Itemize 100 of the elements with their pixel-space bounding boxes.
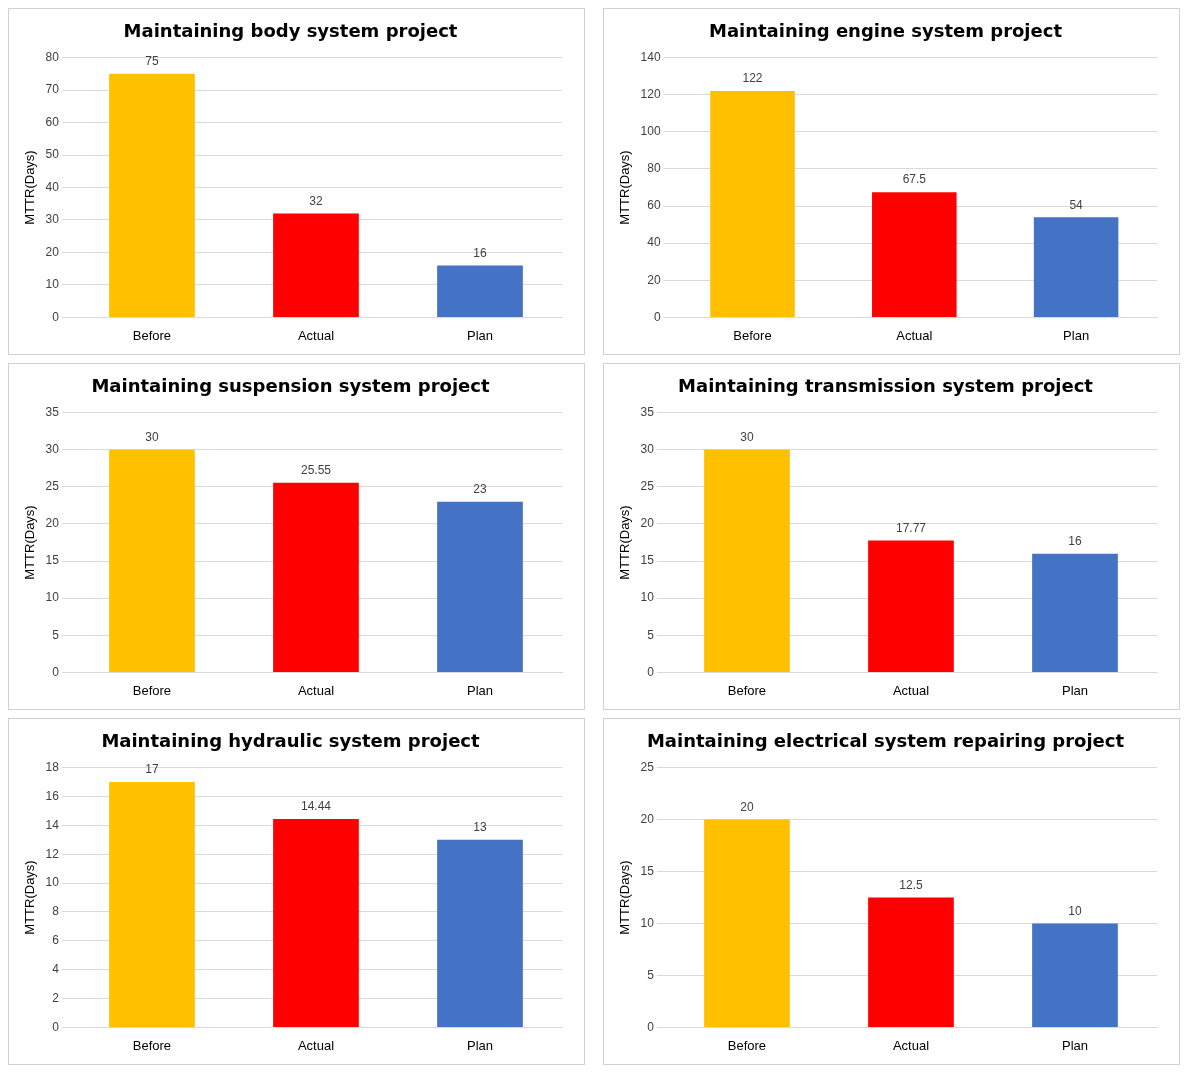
- y-tick-label: 70: [45, 82, 60, 97]
- y-tick-label: 140: [640, 49, 661, 64]
- y-tick-label: 20: [45, 244, 60, 259]
- chart-title: Maintaining electrical system repairing project: [646, 730, 1125, 752]
- y-tick-label: 4: [52, 961, 60, 976]
- x-tick-label: Actual: [892, 1037, 930, 1053]
- y-tick-label: 80: [45, 49, 60, 64]
- x-tick-label: Actual: [297, 1037, 335, 1053]
- x-tick-label: Before: [132, 327, 172, 343]
- y-tick-label: 0: [653, 309, 661, 324]
- chart-title: Maintaining suspension system project: [91, 375, 490, 397]
- data-label: 30: [740, 430, 754, 445]
- x-tick-label: Before: [727, 1037, 767, 1053]
- data-label: 32: [309, 193, 323, 208]
- y-tick-label: 0: [52, 309, 60, 324]
- y-tick-label: 8: [52, 904, 60, 919]
- y-tick-label: 16: [45, 788, 60, 803]
- y-tick-label: 14: [45, 817, 60, 832]
- y-tick-label: 120: [640, 87, 661, 102]
- y-tick-label: 18: [45, 759, 60, 774]
- y-tick-label: 20: [640, 811, 655, 826]
- bar: [437, 265, 523, 317]
- y-tick-label: 60: [45, 114, 60, 129]
- chart-title: Maintaining transmission system project: [678, 375, 1094, 397]
- y-tick-label: 0: [647, 664, 655, 679]
- data-label: 16: [473, 245, 487, 260]
- data-label: 23: [473, 481, 487, 496]
- data-label: 75: [145, 54, 159, 69]
- x-tick-label: Before: [132, 682, 172, 698]
- data-label: 12.5: [899, 877, 923, 892]
- bar: [704, 449, 790, 672]
- y-tick-label: 30: [45, 442, 60, 457]
- bar: [710, 91, 795, 317]
- y-axis-title: MTTR(Days): [617, 505, 633, 580]
- bar: [704, 819, 790, 1027]
- data-label: 17.77: [895, 520, 927, 535]
- y-tick-label: 10: [640, 590, 655, 605]
- bar: [437, 501, 523, 672]
- y-axis-title: MTTR(Days): [22, 505, 38, 580]
- y-tick-label: 30: [45, 212, 60, 227]
- bar: [868, 540, 954, 672]
- data-label: 20: [740, 799, 754, 814]
- x-tick-label: Plan: [466, 327, 494, 343]
- bar: [1033, 217, 1119, 317]
- y-tick-label: 0: [52, 664, 60, 679]
- data-label: 13: [473, 820, 487, 835]
- x-tick-label: Plan: [466, 682, 494, 698]
- y-tick-label: 40: [45, 179, 60, 194]
- x-tick-label: Actual: [892, 682, 930, 698]
- y-tick-label: 50: [45, 147, 60, 162]
- data-label: 25.55: [300, 463, 332, 478]
- bar: [273, 818, 359, 1027]
- y-tick-label: 60: [647, 198, 661, 213]
- data-label: 30: [145, 430, 159, 445]
- y-tick-label: 20: [647, 272, 661, 287]
- y-tick-label: 0: [52, 1019, 60, 1034]
- y-tick-label: 2: [52, 990, 60, 1005]
- chart-title: Maintaining engine system project: [708, 20, 1063, 42]
- bar: [868, 897, 954, 1027]
- y-tick-label: 15: [640, 863, 655, 878]
- y-tick-label: 25: [640, 759, 655, 774]
- y-tick-label: 100: [640, 124, 661, 139]
- y-tick-label: 10: [640, 915, 655, 930]
- chart-title: Maintaining hydraulic system project: [101, 730, 481, 752]
- y-tick-label: 10: [45, 590, 60, 605]
- data-label: 54: [1069, 197, 1084, 212]
- bar: [273, 482, 359, 672]
- bar: [1032, 553, 1118, 672]
- x-tick-label: Before: [733, 327, 772, 343]
- data-label: 67.5: [902, 172, 927, 187]
- x-tick-label: Plan: [1063, 327, 1090, 343]
- y-tick-label: 15: [45, 553, 60, 568]
- bar: [1032, 923, 1118, 1027]
- y-tick-label: 35: [640, 404, 655, 419]
- y-tick-label: 15: [640, 553, 655, 568]
- y-tick-label: 20: [45, 516, 60, 531]
- y-tick-label: 10: [45, 277, 60, 292]
- bar: [109, 73, 195, 317]
- y-tick-label: 5: [647, 627, 655, 642]
- data-label: 16: [1068, 533, 1082, 548]
- bar: [437, 839, 523, 1027]
- y-axis-title: MTTR(Days): [617, 860, 633, 935]
- x-tick-label: Actual: [297, 327, 335, 343]
- bar: [273, 213, 359, 317]
- bar: [109, 449, 195, 672]
- y-tick-label: 80: [647, 161, 661, 176]
- data-label: 122: [742, 71, 763, 86]
- y-axis-title: MTTR(Days): [22, 860, 38, 935]
- y-axis-title: MTTR(Days): [22, 150, 38, 225]
- y-tick-label: 5: [52, 627, 60, 642]
- x-tick-label: Plan: [1061, 1037, 1089, 1053]
- y-tick-label: 0: [647, 1019, 655, 1034]
- y-tick-label: 35: [45, 404, 60, 419]
- y-tick-label: 20: [640, 516, 655, 531]
- y-tick-label: 25: [45, 479, 60, 494]
- y-tick-label: 25: [640, 479, 655, 494]
- y-tick-label: 5: [647, 967, 655, 982]
- data-label: 10: [1068, 903, 1082, 918]
- data-label: 14.44: [300, 799, 332, 814]
- data-label: 17: [145, 762, 159, 777]
